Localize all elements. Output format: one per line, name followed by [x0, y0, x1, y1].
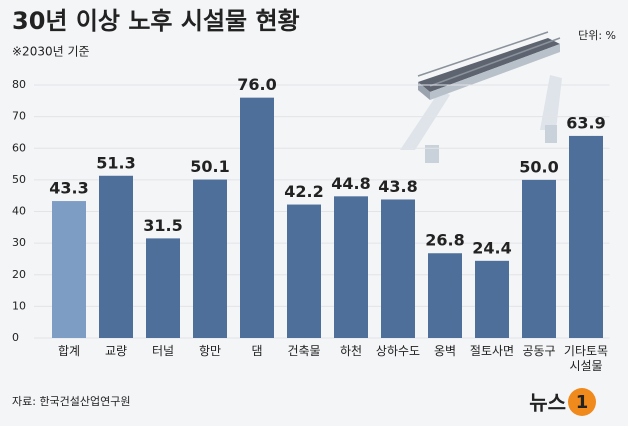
- y-tick-label: 0: [12, 331, 19, 344]
- value-label: 51.3: [96, 153, 135, 172]
- y-tick-label: 60: [12, 141, 26, 154]
- bar: [193, 179, 227, 338]
- y-tick-label: 10: [12, 299, 26, 312]
- value-label: 50.1: [190, 157, 229, 176]
- y-tick-label: 70: [12, 110, 26, 123]
- value-label: 44.8: [331, 174, 370, 193]
- value-label: 24.4: [472, 238, 511, 257]
- x-tick-label: 절토사면: [470, 344, 514, 358]
- bar: [52, 201, 86, 338]
- bar: [240, 97, 274, 339]
- logo-text: 뉴스: [529, 391, 566, 415]
- value-label: 42.2: [284, 182, 323, 201]
- bar: [381, 199, 415, 338]
- value-label: 76.0: [237, 75, 276, 94]
- bar: [146, 238, 180, 338]
- bar: [428, 253, 462, 338]
- bar: [569, 135, 603, 338]
- value-label: 43.8: [378, 177, 417, 196]
- x-tick-label: 댐: [251, 344, 262, 358]
- x-tick-label: 기타토목 시설물: [564, 344, 608, 373]
- y-tick-label: 80: [12, 78, 26, 91]
- unit-label: 단위: %: [578, 29, 616, 42]
- bar: [475, 260, 509, 338]
- y-tick-label: 30: [12, 236, 26, 249]
- x-tick-label: 건축물: [287, 344, 320, 358]
- value-label: 43.3: [49, 179, 88, 198]
- chart-subtitle: ※2030년 기준: [12, 45, 90, 59]
- chart-title: 30년 이상 노후 시설물 현황: [12, 7, 300, 35]
- bar: [99, 175, 133, 338]
- y-tick-label: 50: [12, 173, 26, 186]
- value-label: 26.8: [425, 231, 464, 250]
- bar: [334, 196, 368, 338]
- x-tick-label: 하천: [340, 343, 362, 358]
- x-tick-label: 공동구: [522, 344, 555, 358]
- value-label: 31.5: [143, 216, 182, 235]
- x-tick-label: 합계: [58, 344, 80, 358]
- x-tick-label: 항만: [199, 344, 221, 358]
- logo-circle: [568, 388, 596, 416]
- x-tick-label: 터널: [152, 344, 174, 358]
- value-label: 63.9: [566, 113, 605, 132]
- x-tick-label: 옹벽: [434, 344, 456, 358]
- x-tick-label: 교량: [105, 344, 127, 358]
- source: 자료: 한국건설산업연구원: [12, 395, 131, 408]
- value-label: 50.0: [519, 157, 558, 176]
- logo-mark: 1: [576, 392, 589, 413]
- bar: [522, 179, 556, 338]
- y-tick-label: 20: [12, 268, 26, 281]
- y-tick-label: 40: [12, 205, 26, 218]
- bar: [287, 204, 321, 338]
- x-tick-label: 상하수도: [376, 344, 420, 358]
